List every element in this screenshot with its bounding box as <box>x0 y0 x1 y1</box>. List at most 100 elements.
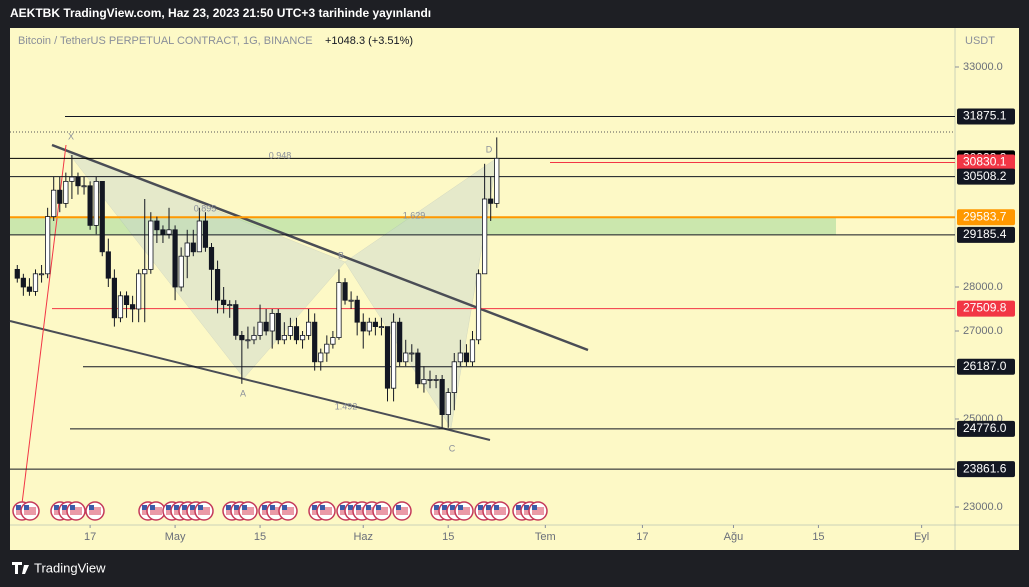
event-flag-canton <box>62 505 67 510</box>
candle-body <box>166 229 172 235</box>
candle-body <box>148 220 154 270</box>
level-label: 27509.8 <box>963 301 1007 315</box>
candle-body <box>214 268 221 301</box>
event-flag-stripes <box>320 507 332 515</box>
candle-body <box>409 352 415 355</box>
event-flag-stripes <box>458 507 470 515</box>
annotation: D <box>486 144 493 154</box>
event-flag-stripes <box>198 507 210 515</box>
candle-body <box>330 337 336 345</box>
candle-body <box>51 189 57 217</box>
candle-body <box>312 321 318 363</box>
candle-body <box>184 242 190 257</box>
candle-body <box>475 273 482 341</box>
candle-body <box>208 246 215 270</box>
candle-body <box>154 220 160 231</box>
event-flag-canton <box>270 505 275 510</box>
x-tick-label: 15 <box>812 531 824 543</box>
candle-body <box>439 378 445 415</box>
event-flag-canton <box>282 505 287 510</box>
event-flag-canton <box>486 505 491 510</box>
event-flag-stripes <box>70 507 82 515</box>
candle-body <box>275 312 281 341</box>
event-flag-stripes <box>24 507 36 515</box>
event-flag-stripes <box>494 507 506 515</box>
event-flag-canton <box>190 505 195 510</box>
candle-body <box>390 321 397 389</box>
candle-body <box>69 176 75 182</box>
candle-body <box>117 295 124 319</box>
level-tag <box>957 461 1015 478</box>
level-tag <box>957 209 1015 226</box>
candle-body <box>494 157 500 204</box>
event-flag-canton <box>226 505 231 510</box>
event-flag-canton <box>532 505 537 510</box>
event-flag-canton <box>376 505 381 510</box>
event-flag-canton <box>458 505 463 510</box>
event-flag-canton <box>340 505 345 510</box>
candle-body <box>366 321 372 332</box>
candle-body <box>87 185 93 226</box>
candle-body <box>293 326 300 341</box>
level-tag <box>957 168 1015 185</box>
candle-body <box>57 189 63 204</box>
candle-body <box>20 277 26 288</box>
event-flag-canton <box>494 505 499 510</box>
logo <box>12 562 29 574</box>
level-label: 24776.0 <box>963 421 1007 435</box>
level-label: 30508.2 <box>963 169 1007 183</box>
y-tick-label: 28000.0 <box>963 281 1003 293</box>
candle-body <box>360 321 366 332</box>
candle-body <box>354 299 360 323</box>
annotation: 0.895 <box>194 203 217 213</box>
annotation: B <box>338 250 344 260</box>
candle-body <box>263 321 269 332</box>
y-tick-label: 23000.0 <box>963 501 1003 513</box>
event-flag-canton <box>24 505 29 510</box>
x-tick-label: 15 <box>442 531 454 543</box>
candle-body <box>221 299 227 305</box>
candle-body <box>45 216 51 275</box>
y-tick-label: 33000.0 <box>963 61 1003 73</box>
x-tick-label: 17 <box>84 531 96 543</box>
candle-body <box>318 352 324 363</box>
event-flag-canton <box>356 505 361 510</box>
candle-body <box>397 321 403 363</box>
annotation: 0.948 <box>269 150 292 160</box>
event-flag-canton <box>366 505 371 510</box>
event-flag-canton <box>234 505 239 510</box>
level-tag <box>957 154 1015 171</box>
event-flag-stripes <box>356 507 368 515</box>
x-tick-label: Tem <box>535 531 556 543</box>
candle-body <box>469 339 476 363</box>
event-flag-canton <box>174 505 179 510</box>
candle-body <box>136 273 142 310</box>
annotation: 1.492 <box>335 401 358 411</box>
level-label: 26187.0 <box>963 359 1007 373</box>
zone <box>10 217 836 235</box>
level-tag <box>957 226 1015 243</box>
candle-body <box>269 312 275 332</box>
event-flag-canton <box>396 505 401 510</box>
candle-body <box>160 229 166 235</box>
candle-body <box>123 295 130 305</box>
candle-body <box>336 282 342 338</box>
event-flag-stripes <box>270 507 282 515</box>
candle-body <box>421 378 427 385</box>
event-flag-canton <box>450 505 455 510</box>
event-flag-canton <box>320 505 325 510</box>
candle-body <box>202 220 209 248</box>
event-flag-stripes <box>366 507 378 515</box>
candle-body <box>342 282 348 301</box>
level-label: 29583.7 <box>963 209 1007 223</box>
pattern <box>65 149 346 379</box>
candle-body <box>233 304 239 336</box>
event-flag-canton <box>312 505 317 510</box>
candle-body <box>306 321 312 336</box>
candle-body <box>190 242 196 253</box>
candle-body <box>251 334 257 341</box>
candle-body <box>299 334 306 341</box>
event-flag-canton <box>516 505 521 510</box>
event-flag-canton <box>348 505 353 510</box>
symbol: Bitcoin / TetherUS PERPETUAL CONTRACT, 1… <box>18 35 313 47</box>
